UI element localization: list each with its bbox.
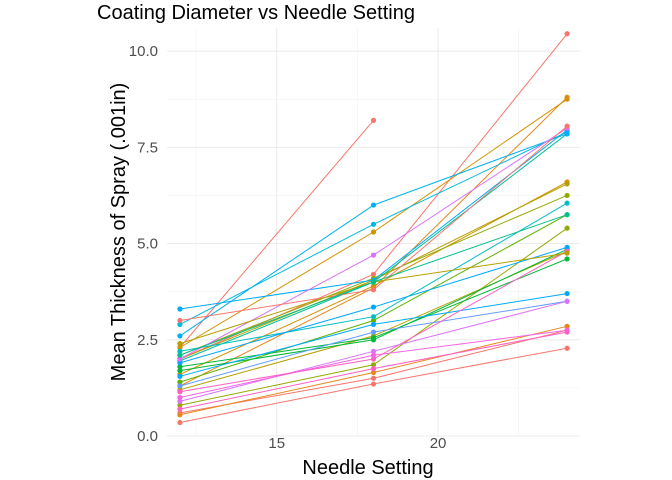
data-point [564, 329, 570, 335]
data-point [177, 412, 183, 418]
data-point [177, 398, 183, 404]
data-point [564, 192, 570, 199]
series-28 [177, 123, 570, 324]
data-point [370, 202, 377, 208]
data-point [564, 212, 570, 218]
data-point [177, 406, 183, 412]
series-14 [177, 246, 570, 374]
data-point [370, 252, 377, 258]
data-point [177, 383, 183, 389]
data-point [177, 356, 183, 362]
data-point [177, 341, 183, 347]
data-point [564, 250, 570, 256]
series-0 [177, 345, 570, 426]
data-point [370, 229, 377, 235]
data-point [177, 364, 183, 370]
series-4 [177, 323, 570, 418]
series-layer [177, 31, 570, 426]
x-axis-ticks: 15 20 [268, 435, 446, 452]
data-point [564, 181, 570, 187]
series-20 [177, 290, 570, 379]
data-point [177, 360, 183, 366]
data-point [177, 306, 183, 312]
x-axis-title: Needle Setting [302, 457, 433, 479]
data-point [370, 314, 377, 320]
y-tick-label: 2.5 [137, 332, 158, 349]
data-point [370, 366, 377, 372]
data-point [370, 279, 377, 285]
series-24 [177, 298, 570, 404]
series-22 [177, 131, 570, 339]
chart-title: Coating Diameter vs Needle Setting [97, 2, 415, 24]
data-point [370, 317, 377, 324]
series-11 [177, 225, 570, 408]
data-point [177, 321, 183, 327]
data-point [370, 321, 377, 327]
data-point [177, 419, 183, 426]
data-point [177, 348, 183, 354]
data-point [370, 337, 377, 343]
data-point [370, 348, 377, 354]
data-point [177, 373, 183, 379]
data-point [564, 200, 570, 206]
data-point [177, 367, 183, 374]
data-point [370, 375, 377, 381]
data-point [564, 345, 570, 351]
data-point [564, 225, 570, 231]
data-point [177, 389, 183, 395]
data-point [370, 117, 377, 123]
y-tick-label: 0.0 [137, 428, 158, 445]
series-27 [177, 329, 570, 412]
series-30 [177, 212, 570, 358]
data-point [564, 123, 570, 129]
data-point [370, 221, 377, 227]
data-point [370, 283, 377, 289]
y-tick-label: 10.0 [129, 43, 158, 60]
data-point [370, 362, 377, 368]
data-point [564, 131, 570, 137]
y-tick-label: 5.0 [137, 236, 158, 253]
data-point [370, 287, 377, 293]
data-point [370, 329, 377, 335]
data-point [370, 356, 377, 362]
series-26 [177, 248, 570, 395]
data-point [370, 381, 377, 387]
data-point [564, 244, 570, 250]
data-point [564, 256, 570, 262]
data-point [564, 31, 570, 37]
x-tick-label: 15 [268, 435, 285, 452]
data-point [370, 352, 377, 358]
data-point [564, 323, 570, 329]
y-tick-label: 7.5 [137, 139, 158, 156]
y-axis-title: Mean Thickness of Spray (.001in) [108, 83, 130, 382]
data-point [177, 317, 183, 324]
y-axis-ticks: 0.0 2.5 5.0 7.5 10.0 [129, 43, 158, 445]
series-line [179, 131, 568, 325]
data-point [564, 298, 570, 304]
data-point [370, 271, 377, 277]
data-point [370, 369, 377, 376]
series-19 [177, 244, 570, 366]
series-line [179, 120, 374, 348]
data-point [564, 96, 570, 102]
data-point [177, 352, 183, 358]
data-point [177, 344, 183, 351]
data-point [177, 394, 183, 401]
data-point [177, 379, 183, 385]
x-tick-label: 20 [430, 435, 447, 452]
series-6 [177, 96, 570, 351]
data-point [177, 333, 183, 339]
data-point [564, 290, 570, 297]
series-16 [177, 200, 570, 354]
data-point [370, 304, 377, 310]
data-point [177, 402, 183, 408]
